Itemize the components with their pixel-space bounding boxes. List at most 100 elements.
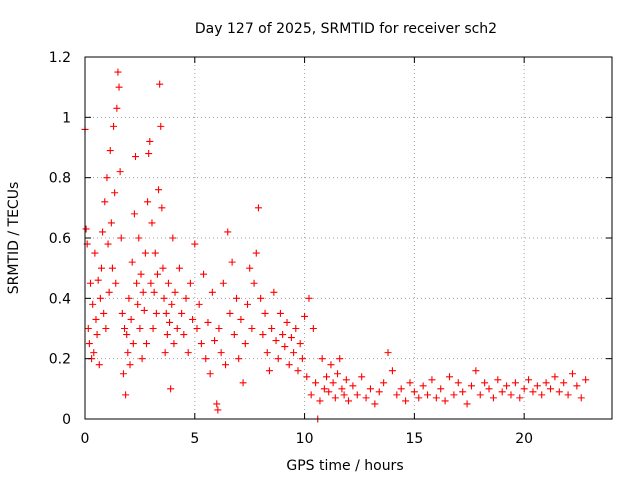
data-point [520, 385, 528, 393]
axis-ticks [84, 56, 612, 420]
data-point [204, 318, 212, 326]
data-point [555, 388, 563, 396]
data-point [582, 376, 590, 384]
data-point [160, 294, 168, 302]
y-tick-label: 0.4 [49, 291, 71, 307]
data-point [481, 379, 489, 387]
y-tick-label: 0.8 [49, 171, 71, 187]
data-point [157, 122, 165, 130]
data-point [230, 331, 238, 339]
data-point [467, 382, 475, 390]
y-tick-labels: 0 0.2 0.4 0.6 0.8 1 1.2 [49, 50, 71, 428]
data-point [287, 334, 295, 342]
data-point [116, 168, 124, 176]
data-point [200, 270, 208, 278]
data-point [270, 288, 278, 296]
data-point [113, 104, 121, 112]
plot-frame [84, 56, 613, 420]
data-point [163, 331, 171, 339]
data-point [485, 385, 493, 393]
data-point [397, 385, 405, 393]
data-point [568, 370, 576, 378]
data-point [547, 385, 555, 393]
data-point [186, 279, 194, 287]
data-point [173, 325, 181, 332]
data-point [327, 361, 335, 369]
y-tick-label: 0.6 [49, 231, 71, 247]
data-point [168, 300, 176, 308]
data-point [115, 83, 123, 91]
data-point [463, 400, 471, 408]
data-points [81, 68, 590, 423]
y-tick-label: 0 [62, 412, 71, 428]
data-point [239, 379, 247, 387]
data-point [303, 373, 311, 381]
data-point [279, 331, 287, 339]
x-tick-label: 20 [515, 431, 533, 447]
data-point [164, 279, 172, 287]
data-point [95, 361, 103, 369]
data-point [125, 294, 133, 302]
data-point [263, 349, 271, 357]
data-point [138, 355, 146, 363]
data-point [178, 309, 186, 317]
data-point [340, 391, 348, 399]
data-point [148, 219, 156, 227]
data-point [415, 394, 423, 402]
data-point [180, 331, 188, 339]
data-point [219, 279, 227, 287]
data-point [101, 198, 109, 206]
data-point [384, 349, 392, 357]
data-point [292, 325, 300, 332]
data-point [334, 370, 342, 378]
data-point [103, 174, 111, 182]
y-tick-label: 1 [62, 110, 71, 126]
data-point [195, 300, 203, 308]
data-point [156, 80, 164, 88]
x-tick-label: 10 [296, 431, 314, 447]
data-point [538, 391, 546, 399]
data-point [419, 382, 427, 390]
data-point [92, 315, 100, 323]
data-point [388, 367, 396, 375]
data-point [424, 391, 432, 399]
data-point [222, 361, 230, 369]
data-point [276, 309, 284, 317]
data-point [152, 309, 160, 317]
data-point [281, 343, 289, 351]
x-axis-label: GPS time / hours [286, 458, 403, 474]
data-point [140, 306, 148, 314]
data-point [159, 264, 167, 272]
data-point [224, 228, 232, 236]
data-point [454, 379, 462, 387]
chart-title: Day 127 of 2025, SRMTID for receiver sch… [195, 21, 497, 37]
data-point [248, 325, 256, 332]
data-point [551, 373, 559, 381]
data-point [158, 204, 166, 212]
data-point [366, 385, 374, 393]
data-point [358, 373, 366, 381]
x-tick-labels: 0 5 10 15 20 [81, 431, 534, 447]
data-point [246, 264, 254, 272]
data-point [145, 150, 153, 158]
data-point [393, 391, 401, 399]
data-point [135, 234, 143, 242]
data-point [191, 240, 199, 248]
data-point [503, 382, 511, 390]
data-point [110, 122, 118, 130]
data-point [342, 376, 350, 384]
data-point [136, 325, 144, 332]
data-point [117, 234, 125, 242]
data-point [137, 270, 145, 278]
data-point [112, 279, 120, 287]
data-point [511, 379, 519, 387]
data-point [353, 391, 361, 399]
data-point [285, 361, 293, 369]
data-point [507, 391, 515, 399]
data-point [121, 325, 129, 332]
data-point [498, 388, 506, 396]
data-point [104, 240, 112, 248]
data-point [259, 331, 267, 339]
data-point [128, 258, 136, 266]
